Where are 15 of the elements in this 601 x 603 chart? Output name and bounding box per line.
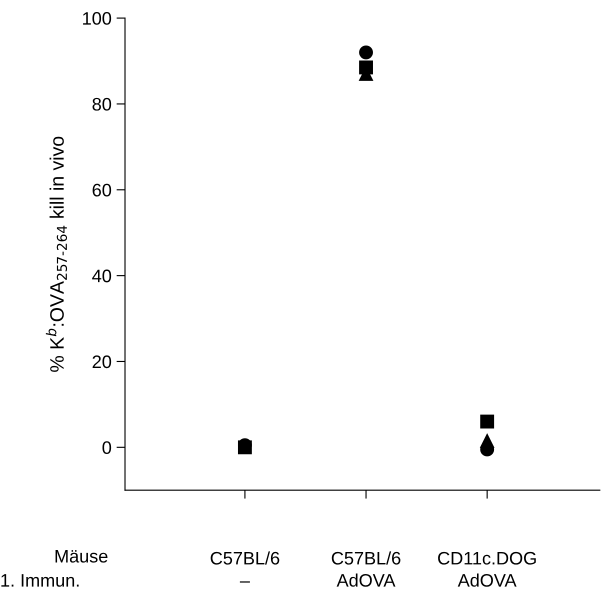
text: – — [240, 581, 250, 583]
text: Mäuse — [56, 550, 108, 563]
y-tick-label: 60 — [92, 184, 112, 196]
text: AdOVA — [458, 573, 517, 587]
x-tick-label: C57BL/6 — [210, 551, 280, 565]
y-tick-label: 40 — [92, 270, 112, 282]
y-tick-label: 20 — [92, 355, 112, 368]
text: AdOVA — [336, 573, 396, 587]
y-tick-label: 0 — [102, 441, 112, 454]
x-tick-label: CD11c.DOG — [438, 552, 536, 565]
y-tick-label: 100 — [83, 12, 112, 25]
y-tick-label: 80 — [92, 98, 112, 111]
x-tick-label: C57BL/6 — [332, 551, 400, 565]
y-axis-title: % K$^{b}$:OVA$_{257‐264}$ kill in vivo — [46, 136, 68, 372]
text: 1. Immun. — [1, 574, 79, 587]
